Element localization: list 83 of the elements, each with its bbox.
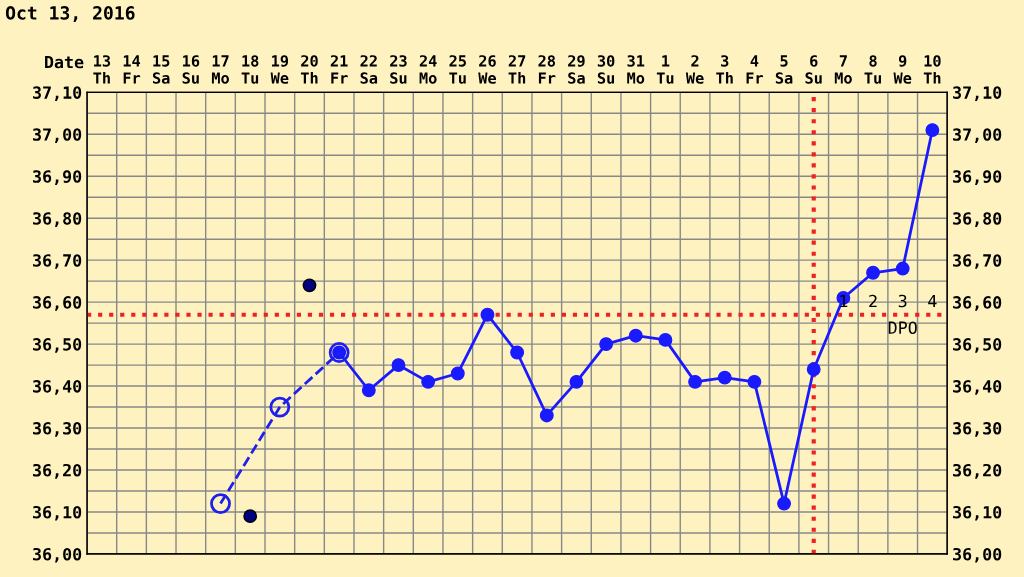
y-tick-label: 36,50	[33, 338, 82, 353]
y-tick-label: 37,00	[33, 128, 82, 143]
y2-tick-label: 36,10	[953, 505, 1002, 521]
x-tick-label: 9 We	[893, 55, 912, 84]
x-tick-label: 16 Su	[182, 55, 200, 84]
point	[421, 374, 436, 389]
y2-tick-label: 36,30	[953, 421, 1002, 437]
point	[480, 307, 495, 322]
point	[243, 509, 258, 524]
point	[539, 408, 554, 423]
x-tick-label: 23 Su	[390, 55, 407, 84]
y2-tick-label: 36,50	[953, 338, 1002, 353]
y-tick-label: 36,70	[33, 254, 82, 269]
y2-tick-label: 36,20	[953, 463, 1002, 479]
x-tick-label: 26 We	[478, 55, 497, 84]
annotation: DPO	[888, 321, 917, 335]
point	[599, 337, 614, 352]
x-tick-label: 1 Tu	[656, 55, 674, 84]
x-tick-label: 13 Th	[93, 55, 111, 84]
chart-title: Oct 13, 2016	[5, 6, 135, 23]
x-tick-label: 28 Fr	[538, 55, 556, 84]
annotation: 2	[869, 294, 877, 308]
x-tick-label: 30 Su	[597, 55, 615, 84]
y-tick-label: 36,90	[33, 170, 82, 185]
y2-tick-label: 36,60	[953, 296, 1002, 311]
point	[866, 265, 880, 280]
x-tick-label: 17 Mo	[211, 55, 229, 84]
x-tick-label: 6 Su	[805, 55, 822, 84]
point	[628, 328, 643, 343]
annotation: 4	[928, 294, 937, 308]
point	[688, 374, 703, 389]
x-tick-label: 7 Mo	[834, 55, 852, 84]
point	[658, 332, 673, 347]
point	[806, 362, 821, 377]
y-tick-label: 36,00	[33, 547, 82, 563]
y2-tick-label: 36,40	[953, 380, 1002, 395]
y-tick-label: 36,20	[33, 463, 82, 479]
y-tick-label: 36,40	[33, 380, 82, 395]
y2-tick-label: 36,90	[953, 170, 1002, 185]
x-tick-label: 22 Sa	[360, 55, 378, 84]
point	[777, 496, 792, 511]
y2-tick-label: 36,80	[953, 212, 1002, 227]
x-tick-label: 2 We	[685, 55, 704, 84]
point	[210, 493, 231, 514]
annotation: 1	[840, 294, 848, 308]
y-tick-label: 36,80	[33, 212, 82, 227]
point	[510, 345, 525, 360]
x-tick-label: 15 Sa	[152, 55, 170, 84]
x-tick-label: 8 Tu	[864, 55, 881, 84]
y-tick-label: 36,10	[33, 505, 82, 521]
x-tick-label: 10 Th	[923, 55, 941, 84]
y2-tick-label: 37,00	[953, 128, 1002, 143]
x-tick-label: 20 Th	[300, 55, 318, 84]
x-tick-label: 3 Th	[716, 55, 733, 84]
point	[925, 123, 940, 138]
y2-tick-label: 36,70	[953, 254, 1002, 269]
point	[391, 358, 406, 373]
point	[302, 278, 317, 293]
annotation: 3	[898, 294, 907, 308]
x-tick-label: 24 Mo	[419, 55, 437, 84]
y-tick-label: 37,10	[33, 86, 82, 101]
x-tick-label: 21 Fr	[330, 55, 348, 84]
x-tick-label: 29 Sa	[568, 55, 585, 84]
point	[269, 396, 291, 418]
point	[747, 374, 762, 389]
point	[717, 370, 732, 385]
y2-tick-label: 37,10	[953, 86, 1002, 101]
x-tick-label: 14 Fr	[123, 55, 141, 84]
x-tick-label: 4 Fr	[746, 55, 763, 84]
x-tick-label: 5 Sa	[775, 55, 793, 84]
point	[450, 366, 465, 381]
x-tick-label: 27 Th	[508, 55, 526, 84]
x-tick-label: 19 We	[270, 55, 289, 84]
x-tick-label: 25 Tu	[449, 55, 466, 84]
point	[569, 374, 584, 389]
point	[895, 261, 910, 276]
x-tick-label: 31 Mo	[627, 55, 645, 84]
point	[361, 383, 376, 398]
y2-tick-label: 36,00	[953, 547, 1002, 563]
y-tick-label: 36,60	[33, 296, 82, 311]
y-tick-label: 36,30	[33, 421, 82, 437]
x-axis-title: Date	[45, 55, 84, 69]
x-tick-label: 18 Tu	[241, 55, 259, 84]
